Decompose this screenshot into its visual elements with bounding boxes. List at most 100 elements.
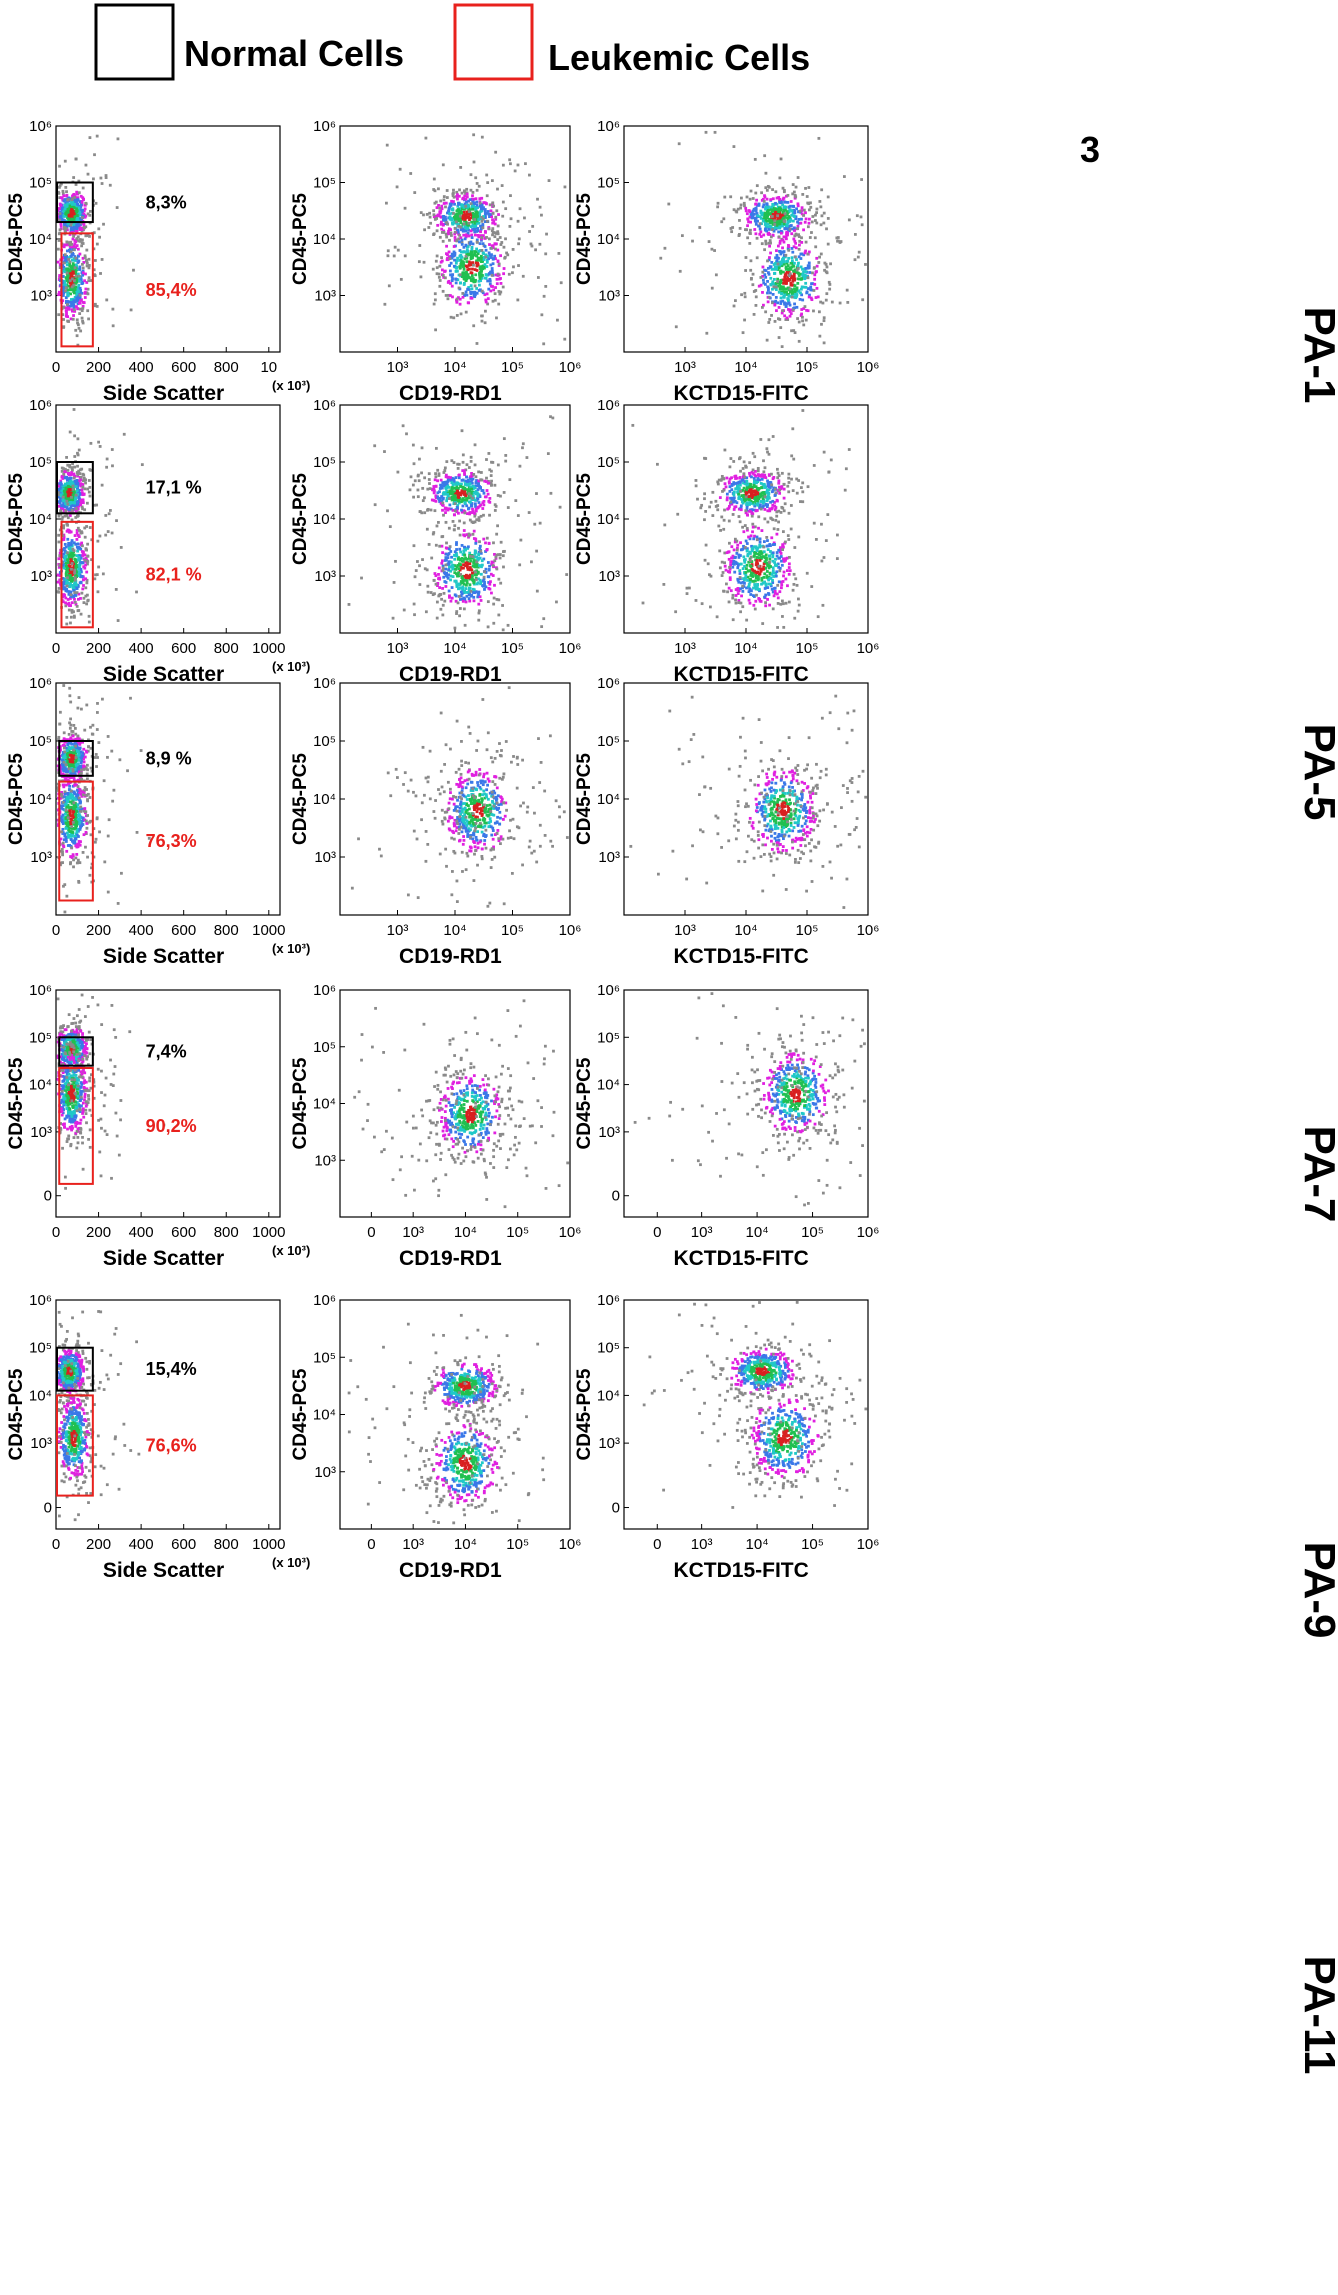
cell-event <box>444 232 448 236</box>
cell-event <box>64 601 67 605</box>
cell-event <box>792 269 795 273</box>
cell-event <box>436 223 440 227</box>
cell-event <box>761 205 765 209</box>
cell-event <box>782 287 786 291</box>
cell-event <box>450 565 454 569</box>
cell-event <box>516 514 520 517</box>
cell-event <box>450 481 454 485</box>
cell-event <box>770 210 774 213</box>
cell-event <box>807 217 811 221</box>
cell-event <box>477 611 481 615</box>
cell-event <box>556 318 559 322</box>
cell-event <box>808 293 811 297</box>
cell-event <box>754 191 758 195</box>
cell-event <box>716 205 720 209</box>
cell-event <box>441 239 445 243</box>
x-tick-label: 400 <box>129 640 154 657</box>
cell-event <box>785 270 789 274</box>
cell-event <box>453 251 457 255</box>
cell-event <box>67 257 71 261</box>
cell-event <box>764 476 768 480</box>
cell-event <box>433 189 437 193</box>
cell-event <box>467 210 471 214</box>
cell-event <box>459 564 463 568</box>
cell-event <box>487 227 491 231</box>
cell-event <box>511 271 514 275</box>
cell-event <box>65 499 69 503</box>
cell-event <box>799 257 803 260</box>
cell-event <box>470 233 474 237</box>
cell-event <box>780 215 783 219</box>
cell-event <box>720 220 724 224</box>
cell-event <box>795 293 799 296</box>
cell-event <box>84 287 88 291</box>
cell-event <box>745 228 748 232</box>
cell-event <box>63 198 67 201</box>
cell-event <box>755 184 759 188</box>
cell-event <box>442 198 446 202</box>
cell-event <box>786 200 790 204</box>
cell-event <box>83 203 87 207</box>
cell-event <box>432 177 436 181</box>
cell-event <box>76 549 79 553</box>
cell-event <box>86 562 89 566</box>
cell-event <box>64 296 68 299</box>
cell-event <box>792 205 796 208</box>
cell-event <box>70 579 73 583</box>
y-tick-label: 10⁶ <box>29 397 52 414</box>
cell-event <box>794 215 798 219</box>
cell-event <box>456 269 459 273</box>
cell-event <box>804 240 808 244</box>
cell-event <box>492 621 496 625</box>
cell-event <box>433 298 437 302</box>
cell-event <box>445 235 449 239</box>
cell-event <box>797 339 801 343</box>
legend-leukemic-label: Leukemic Cells <box>548 37 810 78</box>
cell-event <box>722 217 726 221</box>
cell-event <box>463 534 467 538</box>
cell-event <box>65 566 69 570</box>
cell-event <box>462 222 466 226</box>
cell-event <box>490 483 493 487</box>
y-tick-label: 10³ <box>314 288 336 305</box>
cell-event <box>480 236 484 239</box>
cell-event <box>77 448 81 452</box>
cell-event <box>72 193 76 196</box>
cell-event <box>500 184 504 187</box>
cell-event <box>81 501 85 505</box>
cell-event <box>462 487 466 491</box>
cell-event <box>540 625 544 629</box>
cell-event <box>506 506 510 509</box>
cell-event <box>77 490 80 494</box>
cell-event <box>471 571 474 575</box>
cell-event <box>466 213 470 216</box>
cell-event <box>70 214 74 218</box>
cell-event <box>87 479 91 482</box>
cell-event <box>828 283 832 286</box>
cell-event <box>442 575 446 579</box>
cell-event <box>457 595 461 598</box>
cell-event <box>57 495 60 499</box>
cell-event <box>472 197 475 201</box>
cell-event <box>66 222 70 226</box>
cell-event <box>538 205 542 209</box>
cell-event <box>73 280 77 284</box>
cell-event <box>477 249 481 253</box>
cell-event <box>383 302 387 306</box>
cell-event <box>72 589 76 592</box>
cell-event <box>75 293 78 297</box>
cell-event <box>458 214 462 218</box>
cell-event <box>476 261 479 265</box>
cell-event <box>481 507 485 510</box>
cell-event <box>479 279 483 283</box>
cell-event <box>760 198 764 202</box>
cell-event <box>458 519 462 523</box>
cell-event <box>385 201 388 205</box>
cell-event <box>474 208 478 212</box>
cell-event <box>822 341 826 345</box>
cell-event <box>59 222 63 226</box>
cell-event <box>441 504 445 507</box>
cell-event <box>466 245 470 248</box>
cell-event <box>72 263 76 267</box>
cell-event <box>69 621 72 625</box>
